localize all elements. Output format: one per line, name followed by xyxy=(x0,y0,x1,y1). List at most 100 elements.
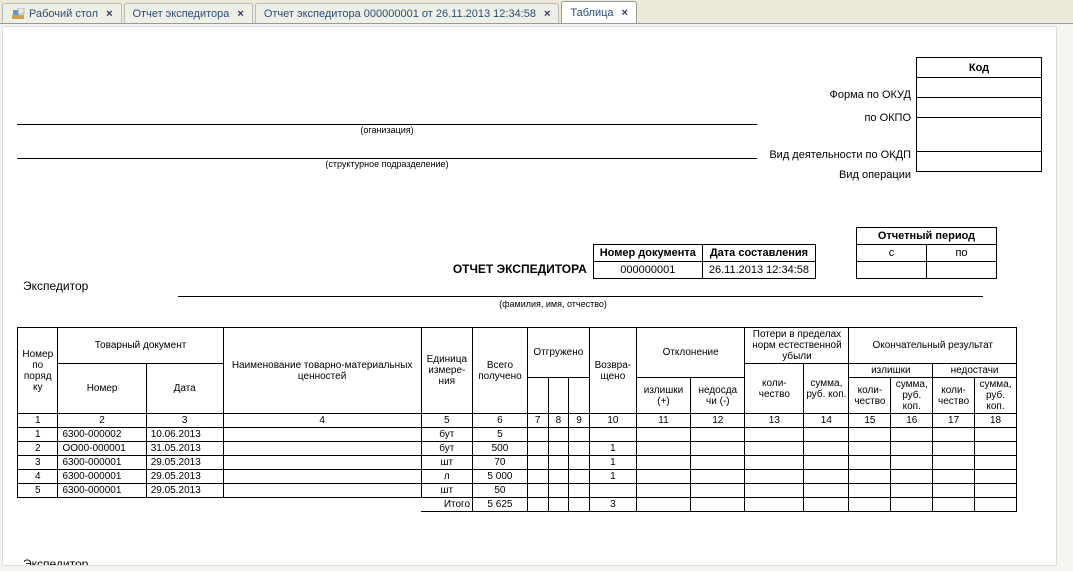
h-fin-minus: недостачи xyxy=(933,364,1017,378)
h-fin-plus: излишки xyxy=(849,364,933,378)
table-cell xyxy=(527,470,548,484)
table-cell: 10.06.2013 xyxy=(146,428,223,442)
h-n: Номер по поряд ку xyxy=(18,328,58,414)
table-cell xyxy=(223,428,421,442)
table-cell: бут xyxy=(421,428,472,442)
close-icon[interactable]: × xyxy=(622,7,628,19)
table-cell xyxy=(891,470,933,484)
table-row: 16300-00000210.06.2013 бут5 xyxy=(18,428,1017,442)
table-cell: бут xyxy=(421,442,472,456)
table-cell xyxy=(569,470,590,484)
table-cell xyxy=(745,428,804,442)
table-cell xyxy=(933,456,975,470)
document-page: Код Форма по ОКУД по ОКПО Вид деятельнос… xyxy=(2,26,1057,566)
close-icon[interactable]: × xyxy=(106,8,112,20)
period-from-value xyxy=(857,262,927,279)
table-body: 16300-00000210.06.2013бут52ОО00-00000131… xyxy=(18,428,1017,498)
table-cell: 3 xyxy=(18,456,58,470)
fio-caption: (фамилия, имя, отчество) xyxy=(303,299,803,309)
table-cell: 1 xyxy=(589,442,636,456)
table-cell xyxy=(933,442,975,456)
table-cell xyxy=(804,470,849,484)
table-cell: ОО00-000001 xyxy=(58,442,146,456)
table-cell: 5 xyxy=(473,428,528,442)
h-ship8 xyxy=(548,378,569,414)
table-cell xyxy=(849,470,891,484)
h-fin-qty2: коли-чество xyxy=(933,378,975,414)
table-cell xyxy=(527,428,548,442)
table-cell: 31.05.2013 xyxy=(146,442,223,456)
table-cell: 1 xyxy=(18,428,58,442)
table-cell xyxy=(745,442,804,456)
table-row: 46300-00000129.05.2013л5 0001 xyxy=(18,470,1017,484)
tab-report-instance[interactable]: Отчет экспедитора 000000001 от 26.11.201… xyxy=(255,3,560,23)
table-cell: 500 xyxy=(473,442,528,456)
table-cell: шт xyxy=(421,484,472,498)
table-cell xyxy=(745,484,804,498)
close-icon[interactable]: × xyxy=(237,8,243,20)
code-block: Код xyxy=(916,57,1042,172)
code-okdp-value xyxy=(917,118,1042,152)
h-returned: Возвра-щено xyxy=(589,328,636,414)
table-cell: 1 xyxy=(589,456,636,470)
table-cell xyxy=(804,456,849,470)
table-cell xyxy=(589,428,636,442)
table-cell xyxy=(223,470,421,484)
table-cell xyxy=(548,470,569,484)
table-cell: 29.05.2013 xyxy=(146,484,223,498)
table-cell xyxy=(975,456,1017,470)
table-cell xyxy=(849,428,891,442)
label-okpo: по ОКПО xyxy=(769,107,911,130)
h-docdate: Дата xyxy=(146,364,223,414)
colnum-row: 1 2 3 4 5 6 7 8 9 10 11 12 13 14 15 16 1… xyxy=(18,414,1017,428)
table-cell xyxy=(691,428,745,442)
title-row: ОТЧЕТ ЭКСПЕДИТОРА Номер документа Дата с… xyxy=(17,227,997,279)
doc-meta-table: Номер документа Дата составления 0000000… xyxy=(593,244,816,279)
table-cell xyxy=(745,470,804,484)
table-cell: 6300-000002 xyxy=(58,428,146,442)
h-shipped: Отгружено xyxy=(527,328,589,378)
period-to-label: по xyxy=(927,245,997,262)
table-cell xyxy=(548,442,569,456)
table-cell xyxy=(527,484,548,498)
subdiv-caption: (структурное подразделение) xyxy=(17,159,757,169)
h-loss-qty: коли-чество xyxy=(745,364,804,414)
h-unit: Единица измере-ния xyxy=(421,328,472,414)
expeditor-row: Экспедитор xyxy=(23,279,983,297)
subdiv-line xyxy=(17,141,757,159)
table-cell: 5 000 xyxy=(473,470,528,484)
h-ship7 xyxy=(527,378,548,414)
table-cell xyxy=(891,428,933,442)
table-cell xyxy=(849,456,891,470)
close-icon[interactable]: × xyxy=(544,8,550,20)
org-caption: (оганизация) xyxy=(17,125,757,135)
table-row: 36300-00000129.05.2013шт701 xyxy=(18,456,1017,470)
table-cell xyxy=(569,456,590,470)
tab-label: Отчет экспедитора xyxy=(133,8,230,20)
table-cell xyxy=(804,484,849,498)
h-fin-sum1: сумма, руб. коп. xyxy=(891,378,933,414)
org-block: (оганизация) (структурное подразделение) xyxy=(17,107,757,169)
table-cell xyxy=(804,442,849,456)
table-cell: 29.05.2013 xyxy=(146,456,223,470)
table-cell xyxy=(527,442,548,456)
docnum-value: 000000001 xyxy=(593,262,702,279)
table-cell: 6300-000001 xyxy=(58,484,146,498)
h-name: Наименование товарно-материальных ценнос… xyxy=(223,328,421,414)
table-cell: 1 xyxy=(589,470,636,484)
table-cell xyxy=(849,484,891,498)
tab-desktop[interactable]: Рабочий стол × xyxy=(2,3,122,23)
docdate-value: 26.11.2013 12:34:58 xyxy=(702,262,815,279)
table-cell xyxy=(745,456,804,470)
label-okud: Форма по ОКУД xyxy=(769,84,911,107)
h-loss-sum: сумма, руб. коп. xyxy=(804,364,849,414)
table-cell xyxy=(636,484,690,498)
h-fin-sum2: сумма, руб. коп. xyxy=(975,378,1017,414)
table-cell xyxy=(975,470,1017,484)
report-title: ОТЧЕТ ЭКСПЕДИТОРА xyxy=(453,262,587,279)
tab-report[interactable]: Отчет экспедитора × xyxy=(124,3,253,23)
tab-table[interactable]: Таблица × xyxy=(561,1,637,23)
h-dev-plus: излишки (+) xyxy=(636,378,690,414)
expeditor-label: Экспедитор xyxy=(23,279,178,297)
h-doc: Товарный документ xyxy=(58,328,223,364)
